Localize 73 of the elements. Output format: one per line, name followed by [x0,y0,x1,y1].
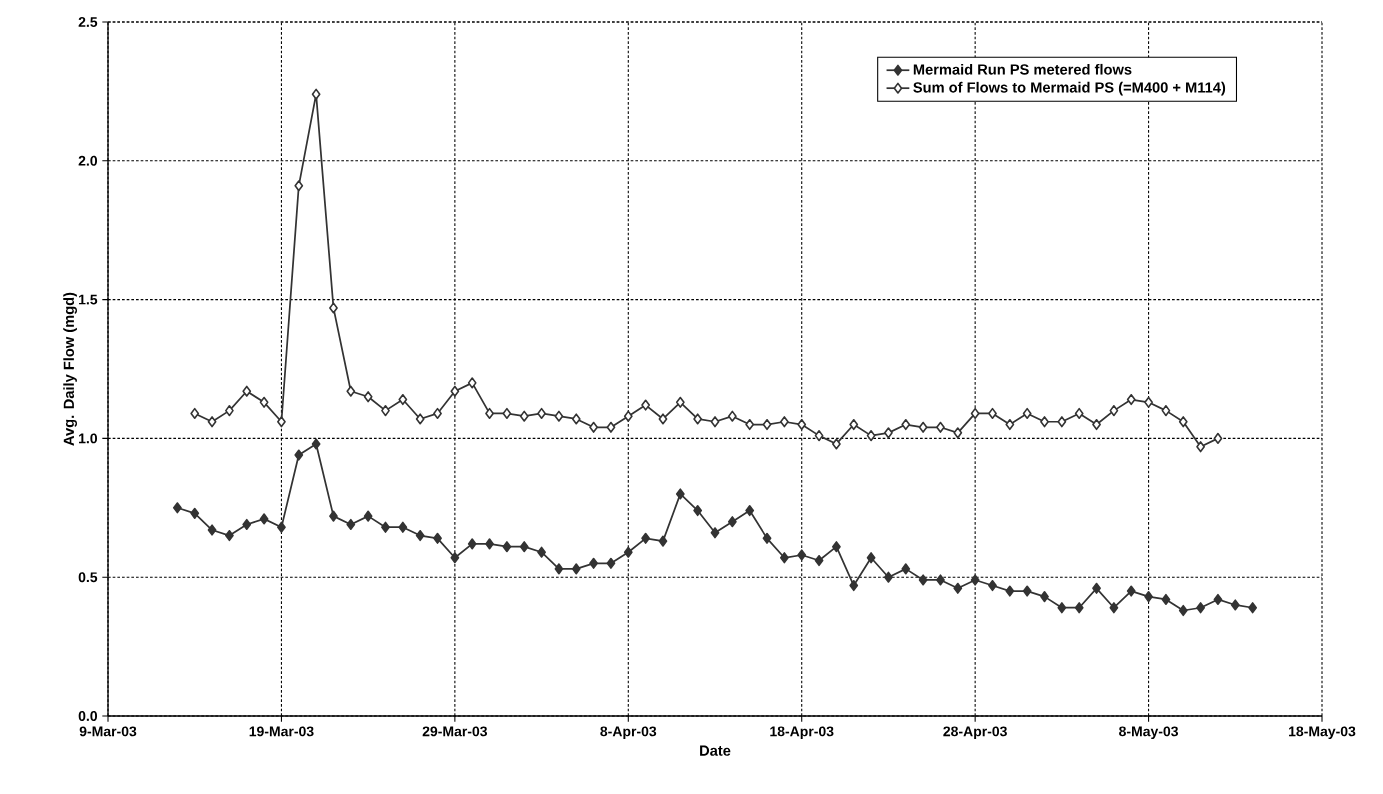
point [814,430,824,442]
point [329,302,338,314]
point [641,399,651,411]
point [294,180,304,192]
x-tick-label: 18-Apr-03 [770,726,834,740]
y-tick-label: 2.5 [78,17,98,27]
y-tick-label: 2.0 [78,155,98,166]
y-axis-title: Avg. Daily Flow (mgd) [63,292,77,446]
point [589,421,598,433]
x-tick-label: 9-Mar-03 [79,726,137,737]
point [762,418,772,431]
point [259,396,269,408]
point [571,413,581,425]
point [1178,416,1188,428]
point [190,407,200,420]
point [953,427,963,439]
point [745,418,755,431]
point [1213,432,1223,444]
point [381,405,390,417]
x-tick-label: 28-Apr-03 [943,726,1007,740]
x-tick-label: 29-Mar-03 [422,726,488,737]
point [779,416,789,428]
point [623,410,633,422]
point [346,385,356,397]
point [1040,416,1049,428]
point [1126,393,1136,406]
point [849,418,859,431]
point [1057,416,1067,428]
point [207,416,217,428]
point [693,413,703,425]
point [519,410,529,422]
y-tick-label: 1.5 [79,294,98,305]
point [970,407,980,420]
point [1074,407,1084,420]
y-tick-label: 0.0 [78,711,98,721]
point [1022,407,1032,420]
x-tick-label: 18-May-03 [1289,726,1356,740]
point [658,413,668,425]
x-tick-label: 8-May-03 [1119,726,1179,740]
point [554,410,564,422]
legend-label: Mermaid Run PS metered flows [913,63,1132,75]
point [225,405,234,417]
point [242,385,252,397]
point [606,421,616,433]
point [918,421,928,433]
point [901,418,911,431]
y-tick-label: 1.0 [79,433,98,444]
point [467,377,477,389]
point [884,427,893,439]
point [866,430,876,442]
point [398,393,408,406]
point [311,88,321,100]
x-tick-label: 8-Apr-03 [600,726,657,740]
point [1161,405,1171,417]
point [675,396,685,408]
point [1109,405,1119,417]
x-tick-label: 19-Mar-03 [249,726,314,737]
point [277,416,286,428]
point [415,413,425,425]
y-tick-label: 0.5 [78,572,98,583]
point [450,385,460,397]
point [727,410,737,422]
point [1196,441,1206,453]
legend-label: Sum of Flows to Mermaid PS (=M400 + M114) [913,81,1226,96]
point [797,418,807,431]
x-axis-title: Date [700,745,731,756]
point [1005,418,1015,431]
point [1144,396,1153,408]
point [363,391,373,403]
point [832,438,841,450]
point [710,416,720,428]
point [936,421,945,433]
point [502,407,512,420]
